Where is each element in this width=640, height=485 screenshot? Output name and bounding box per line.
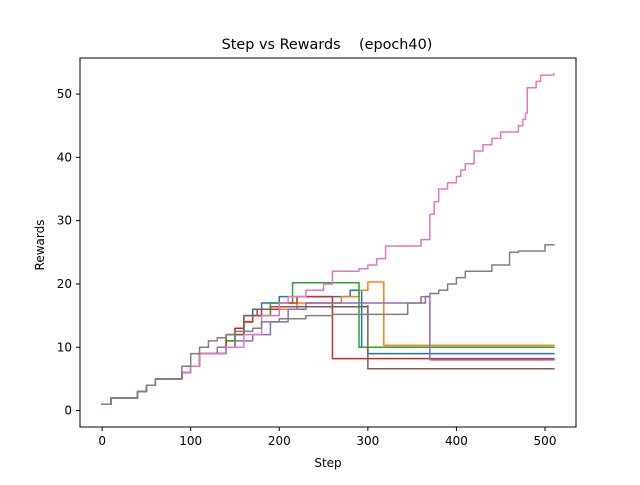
y-tick-label: 50 [57,87,72,101]
y-tick-label: 20 [57,277,72,291]
axes-frame [79,57,577,428]
y-tick-label: 0 [64,404,72,418]
x-axis-label: Step [314,456,341,470]
x-tick-label: 0 [98,434,106,448]
y-axis-label: Rewards [33,220,47,271]
x-tick-label: 100 [179,434,202,448]
y-tick-label: 30 [57,214,72,228]
series-line-7 [101,73,555,405]
plot-area [101,73,555,405]
chart-title: Step vs Rewards (epoch40) [222,37,433,53]
x-tick-label: 400 [445,434,468,448]
x-tick-label: 200 [268,434,291,448]
x-tick-label: 500 [534,434,557,448]
x-axis-ticks: 0 100 200 300 400 500 [98,427,556,448]
series-line-8 [101,243,555,405]
y-axis-ticks: 0 10 20 30 40 50 [57,87,80,418]
x-tick-label: 300 [356,434,379,448]
y-tick-label: 40 [57,150,72,164]
y-tick-label: 10 [57,340,72,354]
